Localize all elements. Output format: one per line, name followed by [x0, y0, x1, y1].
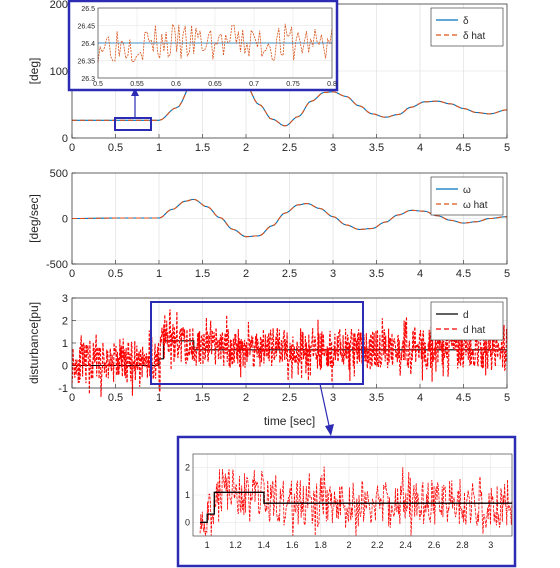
- x-tick-label-0: 0.5: [108, 142, 123, 154]
- x-tick-label-1: 3: [330, 268, 336, 280]
- x-tick-label-1: 5: [504, 268, 510, 280]
- zoom-box-top: [114, 117, 152, 131]
- inset-x-tick-label-1: 2.8: [456, 540, 469, 550]
- inset-x-tick-label-0: 0.65: [208, 81, 222, 88]
- inset-plot-frame-1: [192, 453, 513, 537]
- inset-series-line-1-0: [200, 491, 512, 523]
- legend-label-2-0: d: [463, 310, 469, 321]
- legend-label-1-0: ω: [463, 185, 471, 196]
- x-tick-label-2: 5: [504, 392, 510, 404]
- y-tick-label-2: 3: [62, 293, 68, 305]
- inset-x-tick-label-1: 1.4: [258, 540, 271, 550]
- x-tick-label-1: 2.5: [282, 268, 297, 280]
- y-tick-label-1: -500: [46, 259, 68, 271]
- x-tick-label-2: 2.5: [282, 392, 297, 404]
- x-tick-label-0: 0: [69, 142, 75, 154]
- x-tick-label-0: 3: [330, 142, 336, 154]
- inset-y-tick-label-0: 26.4: [81, 41, 95, 48]
- x-tick-label-2: 0.5: [108, 392, 123, 404]
- zoom-box-bottom: [150, 301, 364, 385]
- inset-x-tick-label-1: 2.2: [371, 540, 384, 550]
- inset-x-tick-label-1: 2: [346, 540, 351, 550]
- x-tick-label-2: 4: [417, 392, 423, 404]
- inset-plot-frame-0: [97, 7, 333, 79]
- legend-box-1: [430, 176, 504, 216]
- inset-y-tick-label-1: 2: [185, 463, 190, 473]
- inset-y-tick-label-0: 26.3: [81, 76, 95, 83]
- x-tick-label-1: 1: [156, 268, 162, 280]
- legend-label-0-1: δ hat: [463, 31, 485, 42]
- x-tick-label-1: 1.5: [195, 268, 210, 280]
- y-tick-label-1: 0: [62, 214, 68, 226]
- legend-label-0-0: δ: [463, 16, 469, 27]
- y-tick-label-1: 500: [50, 168, 68, 180]
- x-tick-label-1: 0.5: [108, 268, 123, 280]
- x-tick-label-0: 3.5: [369, 142, 384, 154]
- x-tick-label-0: 1: [156, 142, 162, 154]
- x-tick-label-1: 4.5: [456, 268, 471, 280]
- legend-box-2: [430, 301, 504, 341]
- x-tick-label-2: 2: [243, 392, 249, 404]
- legend-box-0: [430, 7, 504, 47]
- x-axis-label: time [sec]: [264, 414, 315, 428]
- x-tick-label-0: 4: [417, 142, 423, 154]
- plot-frame-1: [71, 172, 508, 265]
- x-tick-label-0: 2: [243, 142, 249, 154]
- inset-x-tick-label-1: 1.2: [229, 540, 242, 550]
- inset-x-tick-label-1: 1.8: [314, 540, 327, 550]
- inset-x-tick-label-0: 0.8: [327, 81, 337, 88]
- inset-y-tick-label-0: 26.5: [81, 6, 95, 13]
- inset-x-tick-label-0: 0.7: [249, 81, 259, 88]
- inset-x-tick-label-1: 2.4: [399, 540, 412, 550]
- x-tick-label-2: 3: [330, 392, 336, 404]
- inset-y-tick-label-0: 26.35: [77, 59, 95, 66]
- zoom-arrow-top: [131, 88, 139, 96]
- x-tick-label-0: 5: [504, 142, 510, 154]
- legend-label-1-1: ω hat: [463, 200, 488, 211]
- inset-x-tick-label-0: 0.55: [130, 81, 144, 88]
- inset-y-tick-label-1: 1: [185, 490, 190, 500]
- series-line-1-1: [72, 198, 508, 238]
- x-tick-label-1: 2: [243, 268, 249, 280]
- inset-y-tick-label-0: 26.45: [77, 24, 95, 31]
- zoom-connector-bottom: [319, 383, 331, 431]
- inset-x-tick-label-0: 0.5: [93, 81, 103, 88]
- x-tick-label-2: 3.5: [369, 392, 384, 404]
- y-axis-label-2: disturbance[pu]: [27, 302, 41, 384]
- inset-series-line-0-1: [97, 23, 333, 63]
- inset-y-tick-label-1: 0: [185, 517, 190, 527]
- inset-x-tick-label-1: 3: [488, 540, 493, 550]
- inset-x-tick-label-1: 1.6: [286, 540, 299, 550]
- legend-label-2-1: d hat: [463, 325, 485, 336]
- x-tick-label-1: 3.5: [369, 268, 384, 280]
- inset-x-tick-label-0: 0.75: [286, 81, 300, 88]
- y-tick-label-2: -1: [58, 383, 68, 395]
- x-tick-label-0: 2.5: [282, 142, 297, 154]
- plot-frame-2: [71, 297, 508, 389]
- inset-series-line-1-1: [199, 466, 513, 536]
- y-tick-label-0: 200: [50, 0, 68, 11]
- inset-x-tick-label-1: 2.6: [428, 540, 441, 550]
- inset-x-tick-label-0: 0.6: [171, 81, 181, 88]
- y-axis-label-0: [deg]: [27, 58, 41, 85]
- zoom-arrow-bottom: [325, 424, 334, 436]
- y-tick-label-2: 0: [62, 361, 68, 373]
- y-tick-label-0: 0: [62, 133, 68, 145]
- x-tick-label-1: 4: [417, 268, 423, 280]
- x-tick-label-0: 4.5: [456, 142, 471, 154]
- x-tick-label-2: 0: [69, 392, 75, 404]
- x-tick-label-2: 4.5: [456, 392, 471, 404]
- series-line-2-1: [71, 309, 508, 397]
- y-tick-label-0: 100: [50, 66, 68, 78]
- x-tick-label-2: 1.5: [195, 392, 210, 404]
- x-tick-label-2: 1: [156, 392, 162, 404]
- x-tick-label-0: 1.5: [195, 142, 210, 154]
- x-tick-label-1: 0: [69, 268, 75, 280]
- inset-x-tick-label-1: 1: [205, 540, 210, 550]
- y-tick-label-2: 2: [62, 316, 68, 328]
- y-tick-label-2: 1: [62, 338, 68, 350]
- y-axis-label-1: [deg/sec]: [27, 194, 41, 243]
